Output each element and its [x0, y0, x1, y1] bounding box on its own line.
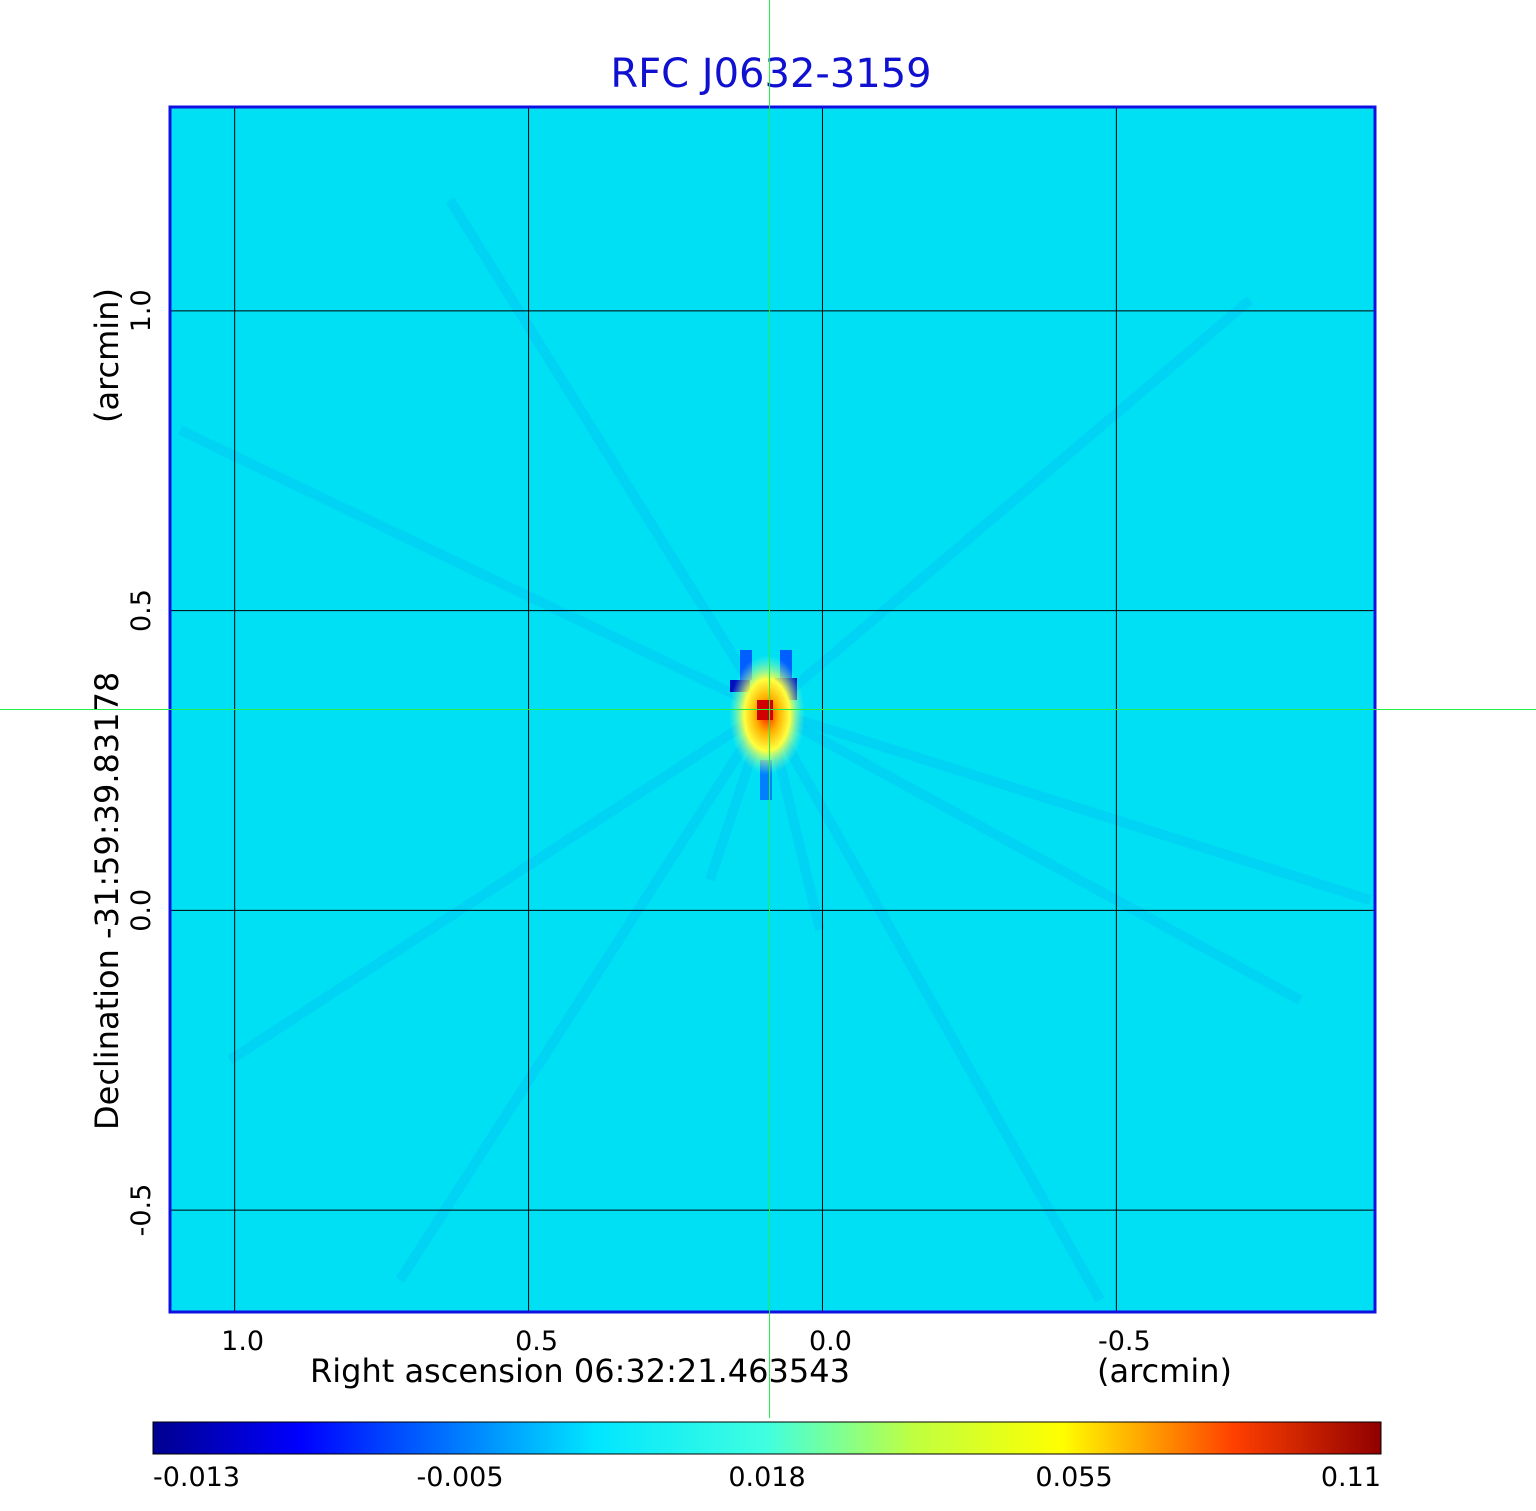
- y-tick-label: 0.0: [126, 889, 157, 932]
- colorbar-tick-label: -0.013: [153, 1462, 240, 1493]
- x-tick-label: 1.0: [221, 1326, 264, 1357]
- y-tick-label: 1.0: [126, 289, 157, 332]
- y-axis-unit: (arcmin): [88, 288, 126, 423]
- colorbar-tick-label: 0.018: [728, 1462, 805, 1493]
- crosshair: [0, 0, 1536, 1418]
- chart-title: RFC J0632-3159: [610, 51, 931, 97]
- x-tick-label: -0.5: [1098, 1326, 1151, 1357]
- colorbar: [152, 1421, 1382, 1455]
- colorbar-tick-label: 0.11: [1321, 1462, 1381, 1493]
- y-tick-labels: 1.0 0.5 0.0 -0.5: [126, 289, 157, 1236]
- x-axis-label: Right ascension 06:32:21.463543: [310, 1352, 850, 1390]
- colorbar-tick-labels: -0.013 -0.005 0.018 0.055 0.11: [153, 1462, 1381, 1493]
- x-tick-label: 0.5: [515, 1326, 558, 1357]
- x-tick-label: 0.0: [809, 1326, 852, 1357]
- y-tick-label: -0.5: [126, 1184, 157, 1237]
- x-axis-unit: (arcmin): [1097, 1352, 1232, 1390]
- y-tick-label: 0.5: [126, 589, 157, 632]
- colorbar-tick-label: -0.005: [416, 1462, 503, 1493]
- colorbar-tick-label: 0.055: [1035, 1462, 1112, 1493]
- y-axis-label: Declination -31:59:39.83178: [88, 672, 126, 1130]
- x-tick-labels: 1.0 0.5 0.0 -0.5: [221, 1326, 1151, 1357]
